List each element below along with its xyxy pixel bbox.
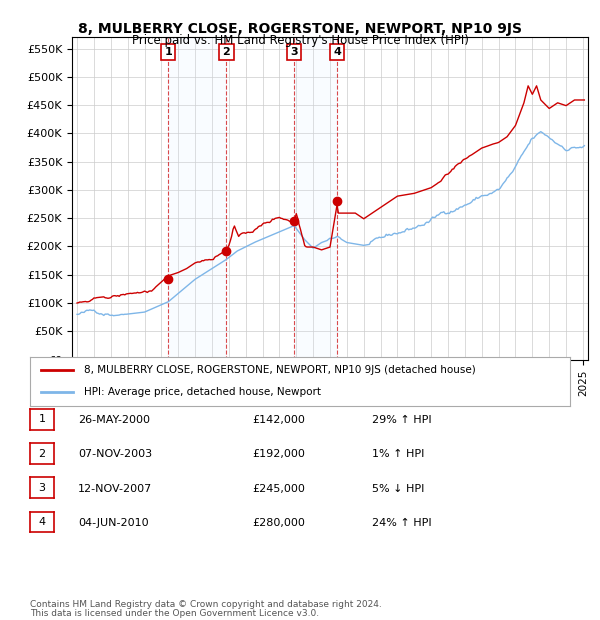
Text: 3: 3 [290,47,298,57]
Text: 04-JUN-2010: 04-JUN-2010 [78,518,149,528]
Text: 4: 4 [38,516,46,527]
Text: 1: 1 [38,414,46,425]
Text: 5% ↓ HPI: 5% ↓ HPI [372,484,424,494]
Text: Contains HM Land Registry data © Crown copyright and database right 2024.: Contains HM Land Registry data © Crown c… [30,600,382,609]
Text: 8, MULBERRY CLOSE, ROGERSTONE, NEWPORT, NP10 9JS (detached house): 8, MULBERRY CLOSE, ROGERSTONE, NEWPORT, … [84,365,476,375]
Text: 1% ↑ HPI: 1% ↑ HPI [372,450,424,459]
Text: 3: 3 [38,482,46,493]
Bar [168,37,226,360]
Text: 29% ↑ HPI: 29% ↑ HPI [372,415,431,425]
Text: £192,000: £192,000 [252,450,305,459]
Text: 2: 2 [223,47,230,57]
Bar [294,37,337,360]
Text: Price paid vs. HM Land Registry's House Price Index (HPI): Price paid vs. HM Land Registry's House … [131,34,469,47]
Text: HPI: Average price, detached house, Newport: HPI: Average price, detached house, Newp… [84,388,321,397]
Text: £142,000: £142,000 [252,415,305,425]
Text: 24% ↑ HPI: 24% ↑ HPI [372,518,431,528]
Text: 1: 1 [164,47,172,57]
Text: This data is licensed under the Open Government Licence v3.0.: This data is licensed under the Open Gov… [30,609,319,618]
Text: 07-NOV-2003: 07-NOV-2003 [78,450,152,459]
Text: 4: 4 [333,47,341,57]
Text: 26-MAY-2000: 26-MAY-2000 [78,415,150,425]
Text: £280,000: £280,000 [252,518,305,528]
Text: 2: 2 [38,448,46,459]
Text: 12-NOV-2007: 12-NOV-2007 [78,484,152,494]
Text: 8, MULBERRY CLOSE, ROGERSTONE, NEWPORT, NP10 9JS: 8, MULBERRY CLOSE, ROGERSTONE, NEWPORT, … [78,22,522,36]
Text: £245,000: £245,000 [252,484,305,494]
